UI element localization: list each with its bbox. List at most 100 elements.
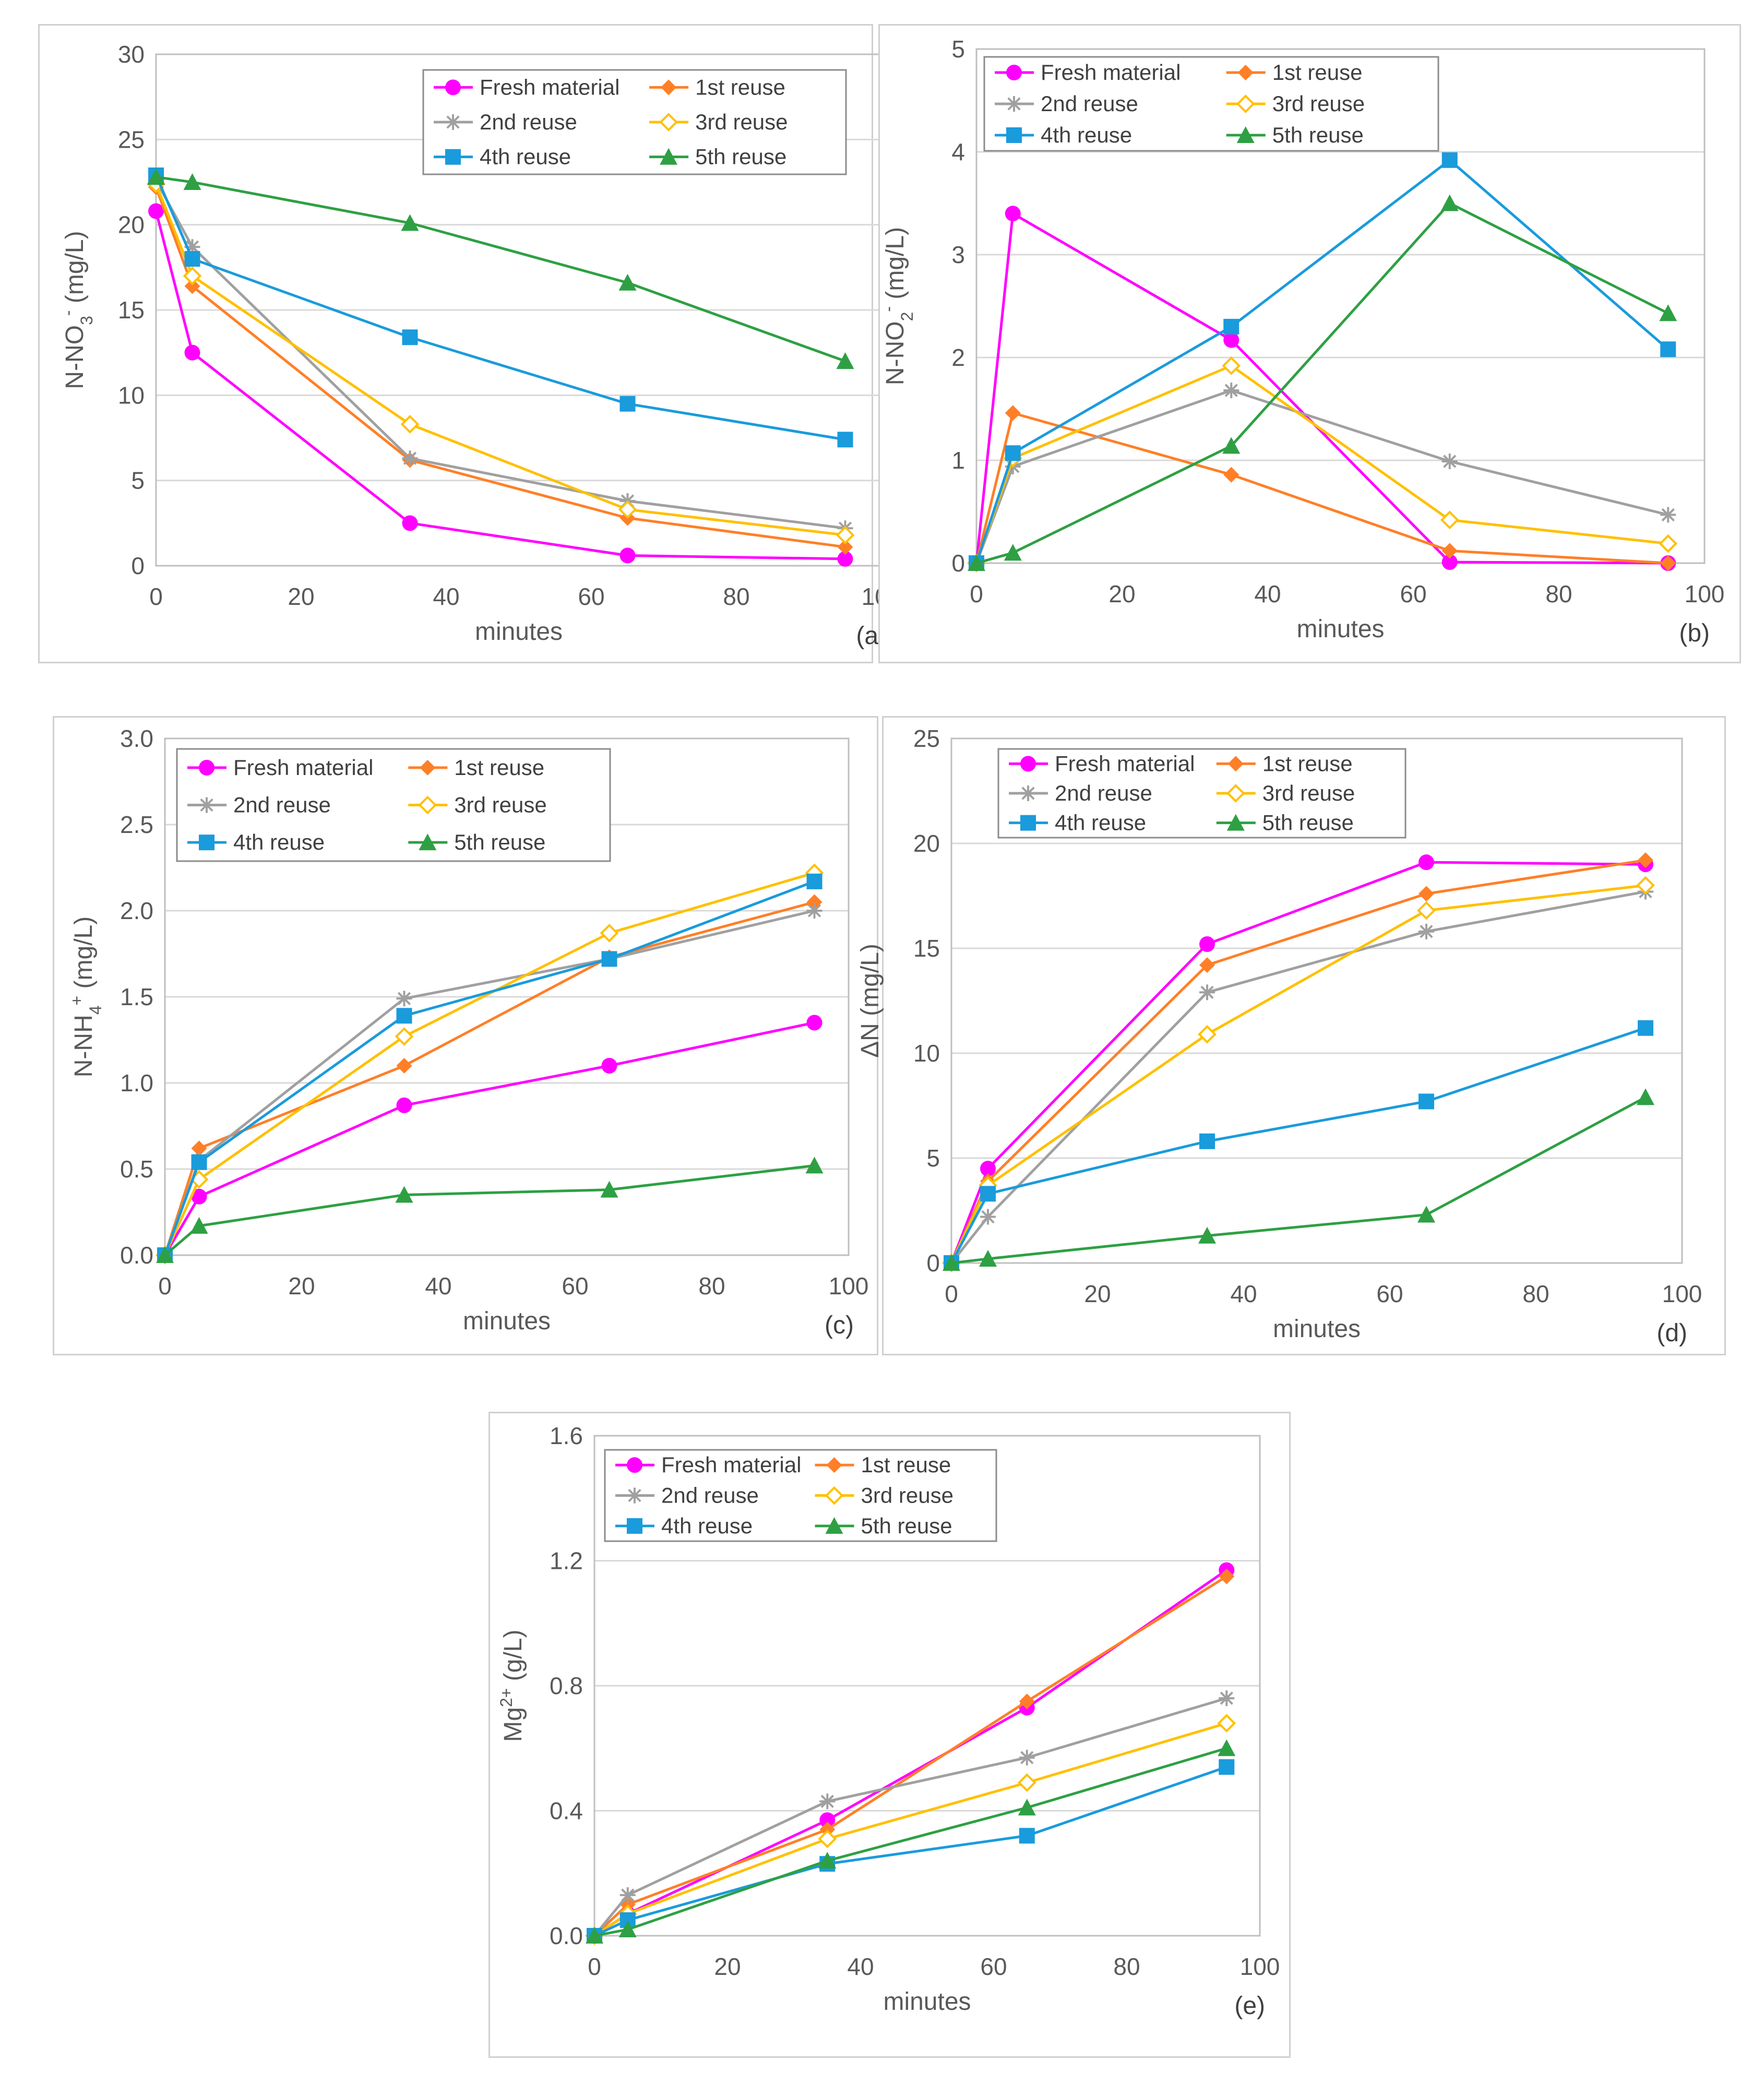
- series-line-c-1: [163, 901, 815, 1256]
- legend-marker-d-5: [1226, 814, 1245, 831]
- series-line-a-1: [154, 186, 845, 549]
- chart-panel-a: 051015202530020406080100minutesN-NO3- (m…: [38, 24, 901, 663]
- y-tick-d-0: 0: [926, 1249, 940, 1277]
- y-tick-d-3: 15: [913, 935, 940, 962]
- series-line-b-3: [975, 364, 1668, 564]
- data-point-d-5-2: [1198, 1226, 1216, 1244]
- data-point-c-5-0: [156, 1246, 174, 1263]
- y-tick-c-6: 3.0: [120, 725, 153, 752]
- x-tick-e-3: 60: [980, 1953, 1007, 1980]
- panel-label-b: (b): [1679, 619, 1710, 647]
- legend-marker-a-2: [445, 114, 461, 130]
- data-point-e-1-4: [1219, 1568, 1235, 1584]
- data-point-b-2-4: [1660, 507, 1676, 523]
- data-point-d-2-1: [980, 1209, 996, 1225]
- legend-marker-a-0: [445, 79, 461, 96]
- legend-label-b-0: Fresh material: [1041, 60, 1181, 85]
- legend-marker-d-1: [1227, 756, 1244, 772]
- data-point-a-3-2: [400, 415, 420, 434]
- legend-marker-c-1: [420, 759, 436, 776]
- legend-marker-e-2: [627, 1487, 642, 1504]
- data-point-a-5-3: [618, 273, 637, 291]
- data-point-d-4-4: [1638, 1020, 1653, 1036]
- plot-area-d: [950, 737, 1683, 1264]
- data-point-d-1-4: [1638, 852, 1653, 868]
- legend-marker-a-3: [659, 113, 678, 132]
- y-axis-title-c: N-NH4+ (mg/L): [67, 916, 105, 1077]
- data-point-c-2-4: [806, 903, 823, 919]
- chart-panel-e: 0.0 0.4 0.8 1.2 1.6 0 20 40 60 80 100 minutes Mg2+ (…: [488, 1412, 1291, 2058]
- y-tick-b-5: 5: [951, 35, 965, 63]
- data-point-b-5-1: [1004, 544, 1022, 561]
- x-tick-b-0: 0: [970, 580, 983, 607]
- series-line-c-0: [163, 1021, 815, 1256]
- legend-label-a-4: 4th reuse: [480, 145, 571, 169]
- y-tick-d-4: 20: [913, 830, 940, 857]
- series-line-d-2: [950, 890, 1646, 1264]
- legend-label-a-2: 2nd reuse: [480, 110, 577, 134]
- data-point-e-4-3: [1019, 1828, 1035, 1844]
- x-tick-d-1: 20: [1084, 1280, 1111, 1307]
- series-line-a-4: [154, 174, 845, 441]
- x-tick-a-0: 0: [149, 583, 163, 610]
- data-point-d-5-1: [979, 1249, 997, 1267]
- data-point-b-4-3: [1441, 152, 1458, 168]
- x-tick-a-2: 40: [433, 583, 459, 610]
- legend-label-d-1: 1st reuse: [1262, 751, 1353, 776]
- data-point-e-5-0: [586, 1927, 603, 1944]
- series-line-c-3: [163, 872, 815, 1256]
- x-tick-d-5: 100: [1662, 1280, 1702, 1307]
- legend-marker-d-3: [1226, 784, 1245, 803]
- series-line-b-2: [975, 389, 1668, 564]
- x-tick-c-1: 20: [288, 1272, 315, 1300]
- y-tick-a-2: 10: [118, 382, 145, 409]
- legend-marker-e-3: [825, 1486, 844, 1505]
- data-point-e-3-4: [1217, 1714, 1236, 1733]
- x-tick-d-3: 60: [1376, 1280, 1403, 1307]
- legend-e: [604, 1449, 997, 1542]
- y-tick-b-1: 1: [951, 447, 965, 474]
- x-axis-title-c: minutes: [463, 1307, 551, 1335]
- legend-marker-b-3: [1236, 94, 1255, 113]
- legend-label-e-1: 1st reuse: [861, 1452, 951, 1477]
- data-point-e-3-2: [818, 1829, 837, 1849]
- series-line-b-0: [975, 212, 1668, 565]
- legend-a: [422, 69, 847, 175]
- data-point-d-3-4: [1636, 876, 1655, 895]
- y-tick-d-2: 10: [913, 1040, 940, 1067]
- chart-panel-d: 0 5 10 15 20 25 0 20 40 60 80 100 minutes ΔN (mg/L) (d…: [856, 716, 1726, 1355]
- data-point-c-4-3: [601, 951, 617, 967]
- data-point-b-1-4: [1660, 555, 1676, 571]
- data-point-a-5-4: [836, 352, 854, 369]
- legend-label-d-4: 4th reuse: [1055, 811, 1146, 835]
- data-point-a-2-2: [402, 450, 418, 467]
- legend-marker-b-0: [1006, 65, 1022, 80]
- plot-area-e: [593, 1435, 1261, 1937]
- legend-label-b-1: 1st reuse: [1272, 60, 1363, 85]
- panel-label-c: (c): [825, 1312, 854, 1339]
- y-tick-d-1: 5: [926, 1145, 940, 1172]
- panel-label-e: (e): [1234, 1992, 1265, 2020]
- data-point-b-1-1: [1005, 405, 1021, 421]
- x-tick-e-2: 40: [847, 1953, 874, 1980]
- y-tick-c-3: 1.5: [120, 983, 153, 1010]
- data-point-a-0-4: [837, 551, 853, 567]
- data-point-a-4-2: [402, 329, 418, 345]
- chart-e-svg: 0.0 0.4 0.8 1.2 1.6 0 20 40 60 80 100 minutes Mg2+ (…: [497, 1422, 1280, 2020]
- data-point-c-0-2: [396, 1097, 412, 1113]
- y-tick-e-4: 1.6: [550, 1422, 583, 1449]
- series-line-a-0: [154, 210, 845, 561]
- data-point-e-3-3: [1017, 1773, 1036, 1792]
- data-point-c-2-2: [396, 991, 412, 1007]
- y-tick-e-0: 0.0: [550, 1922, 583, 1949]
- legend-label-b-5: 5th reuse: [1272, 123, 1364, 147]
- y-tick-b-2: 2: [951, 344, 965, 371]
- legend-marker-d-4: [1020, 815, 1036, 831]
- legend-label-c-2: 2nd reuse: [233, 793, 331, 817]
- x-tick-c-2: 40: [425, 1272, 451, 1300]
- data-point-d-4-1: [980, 1186, 996, 1202]
- data-point-a-5-2: [401, 214, 419, 231]
- data-point-d-3-2: [1198, 1024, 1217, 1044]
- legend-label-e-0: Fresh material: [661, 1452, 801, 1477]
- legend-label-c-4: 4th reuse: [233, 830, 325, 854]
